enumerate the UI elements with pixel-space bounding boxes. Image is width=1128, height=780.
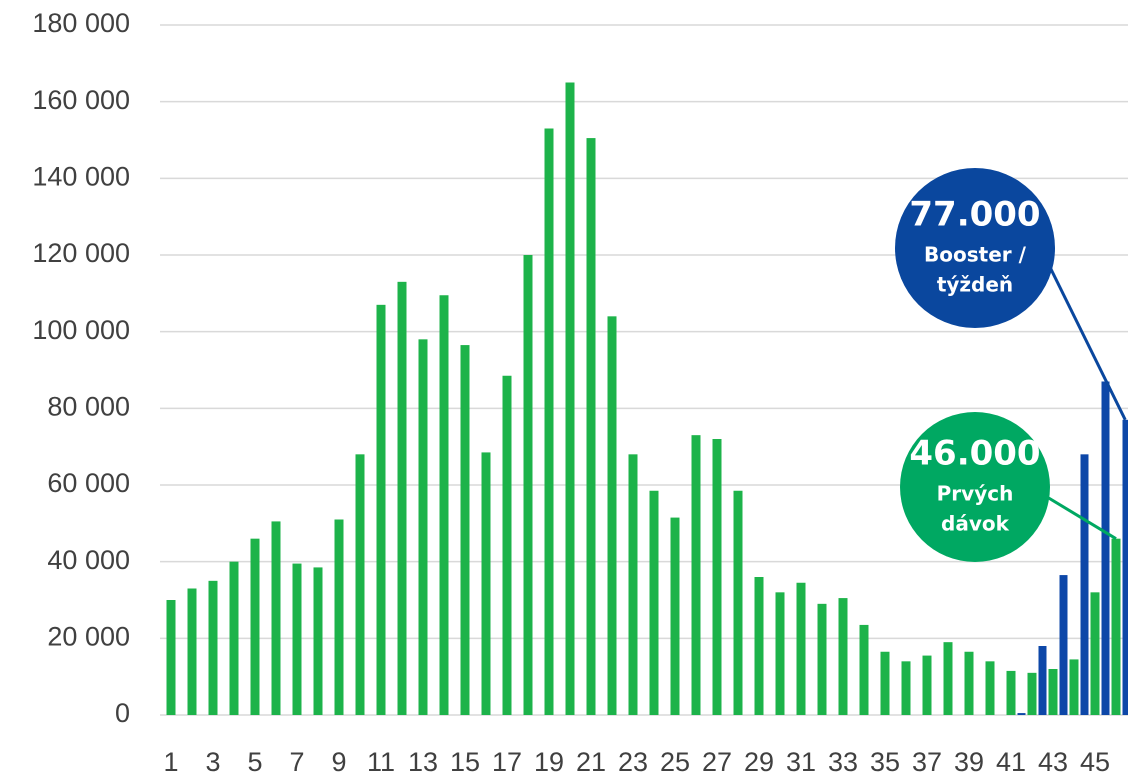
bar [1069,659,1079,715]
bar [334,519,344,715]
bar [376,304,386,715]
bar [712,439,722,715]
bar [292,563,302,715]
y-tick-label: 120 000 [32,238,130,268]
x-tick-label: 1 [163,747,178,777]
bar [1101,381,1110,715]
y-tick-label: 60 000 [47,468,130,498]
bar [796,582,806,715]
x-tick-label: 13 [408,747,438,777]
callout-label: týždeň [937,273,1013,297]
bar [586,138,596,716]
x-tick-label: 7 [289,747,304,777]
bar [607,316,617,715]
x-tick-label: 45 [1080,747,1110,777]
bar [649,490,659,715]
bar [1122,419,1128,715]
x-tick-label: 39 [954,747,984,777]
bar [859,624,869,715]
callout-circle [895,168,1055,328]
bar [313,567,323,715]
y-tick-label: 140 000 [32,161,130,191]
x-tick-label: 43 [1038,747,1068,777]
bar [964,651,974,715]
bar [943,642,953,715]
bar [418,339,428,715]
x-tick-label: 19 [534,747,564,777]
callout-label: Booster / [924,243,1027,267]
bar [439,295,449,715]
y-tick-label: 0 [115,698,130,728]
x-tick-label: 25 [660,747,690,777]
bar [901,661,911,715]
bar [628,454,638,715]
callout-label: dávok [941,512,1010,536]
x-tick-label: 37 [912,747,942,777]
bar [922,655,932,715]
bar [691,435,701,715]
bar [523,255,533,715]
bar [250,538,260,715]
bar [565,82,575,715]
x-tick-label: 29 [744,747,774,777]
callout-label: Prvých [937,482,1014,506]
bar [754,577,764,715]
x-tick-label: 33 [828,747,858,777]
bar [985,661,995,715]
x-tick-label: 9 [331,747,346,777]
bar [229,561,239,715]
y-tick-label: 40 000 [47,545,130,575]
bar [817,603,827,715]
x-tick-label: 15 [450,747,480,777]
bar [208,580,218,715]
bar [1059,575,1068,715]
bar [544,128,554,715]
x-tick-label: 3 [205,747,220,777]
bar [271,521,281,715]
x-tick-label: 21 [576,747,606,777]
bar [1111,538,1121,715]
x-tick-label: 27 [702,747,732,777]
bar [1080,454,1089,715]
callout-value: 77.000 [909,195,1040,235]
bar [166,600,176,715]
bar [1090,592,1100,715]
bar [733,490,743,715]
bar [1027,672,1037,715]
x-tick-label: 35 [870,747,900,777]
bar [355,454,365,715]
bar [502,375,512,715]
bar [1048,669,1058,715]
bar [397,281,407,715]
x-tick-label: 31 [786,747,816,777]
x-tick-label: 5 [247,747,262,777]
bar [670,517,680,715]
y-tick-label: 160 000 [32,85,130,115]
y-tick-label: 100 000 [32,315,130,345]
bar [880,651,890,715]
bar [775,592,785,715]
callout-line [1041,252,1127,421]
bar [481,452,491,715]
callout-value: 46.000 [909,434,1040,474]
y-tick-label: 80 000 [47,391,130,421]
bar [1017,713,1026,715]
bar [1006,670,1016,715]
callout-circle [900,412,1050,562]
y-tick-label: 20 000 [47,621,130,651]
x-tick-label: 41 [996,747,1026,777]
bar [460,345,470,715]
bar [838,598,848,715]
callout-line [1037,490,1117,540]
x-tick-label: 17 [492,747,522,777]
bar [1038,646,1047,715]
x-tick-label: 11 [367,747,395,777]
y-tick-label: 180 000 [32,8,130,38]
bar [187,588,197,715]
x-tick-label: 23 [618,747,648,777]
